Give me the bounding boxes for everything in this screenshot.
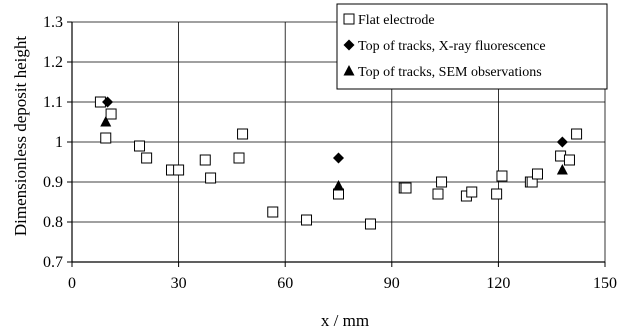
- xrf-point: [102, 96, 114, 108]
- y-tick-label: 1.3: [43, 14, 63, 31]
- flat-electrode-point: [134, 140, 146, 152]
- flat-electrode-point: [400, 182, 412, 194]
- x-tick-label: 150: [593, 275, 617, 292]
- y-tick-label: 0.7: [43, 254, 63, 271]
- flat-electrode-point: [571, 128, 583, 140]
- y-tick-label: 1.1: [43, 94, 63, 111]
- sem-point: [333, 180, 344, 191]
- legend-label: Top of tracks, SEM observations: [358, 65, 542, 80]
- legend-label: Top of tracks, X-ray fluorescence: [358, 39, 546, 54]
- x-tick-label: 0: [68, 275, 76, 292]
- flat-electrode-point: [466, 186, 478, 198]
- x-tick-label: 30: [171, 275, 187, 292]
- flat-electrode-point: [531, 168, 543, 180]
- flat-electrode-point: [205, 172, 217, 184]
- y-tick-label: 1.2: [43, 54, 63, 71]
- flat-electrode-point: [173, 164, 185, 176]
- flat-electrode-point: [563, 154, 575, 166]
- flat-electrode-point: [105, 108, 117, 120]
- legend-box: [336, 3, 608, 90]
- legend: Flat electrode Top of tracks, X-ray fluor…: [336, 3, 608, 90]
- y-tick-label: 0.8: [43, 214, 63, 231]
- y-tick-label: 1: [55, 134, 63, 151]
- flat-electrode-point: [237, 128, 249, 140]
- legend-marker: [343, 65, 355, 76]
- y-tick-label: 0.9: [43, 174, 63, 191]
- axes: [67, 21, 606, 267]
- flat-electrode-point: [491, 188, 503, 200]
- flat-electrode-point: [141, 152, 153, 164]
- flat-electrode-point: [233, 152, 245, 164]
- xrf-point: [333, 152, 344, 164]
- legend-marker: [343, 13, 355, 25]
- xrf-point: [556, 136, 568, 148]
- flat-electrode-point: [432, 188, 444, 200]
- x-axis-title: x / mm: [321, 311, 369, 330]
- flat-electrode-point: [496, 170, 508, 182]
- sem-point: [100, 116, 112, 127]
- flat-electrode-point: [436, 176, 448, 188]
- tick-labels: 0.7 0.8 0.9 1 1.1 1.2 1.3 0 30 60 90 120 150: [43, 14, 617, 292]
- flat-electrode-point: [100, 132, 112, 144]
- data-points: [94, 96, 583, 230]
- flat-electrode-point: [301, 214, 313, 226]
- legend-label: Flat electrode: [358, 13, 435, 28]
- legend-marker: [343, 39, 355, 51]
- flat-electrode-point: [364, 218, 376, 230]
- x-tick-label: 90: [384, 275, 400, 292]
- flat-electrode-point: [267, 206, 279, 218]
- x-tick-label: 60: [277, 275, 293, 292]
- flat-electrode-point: [199, 154, 211, 166]
- x-tick-label: 120: [486, 275, 510, 292]
- y-axis-title: Dimensionless deposit height: [11, 36, 30, 236]
- sem-point: [556, 164, 568, 175]
